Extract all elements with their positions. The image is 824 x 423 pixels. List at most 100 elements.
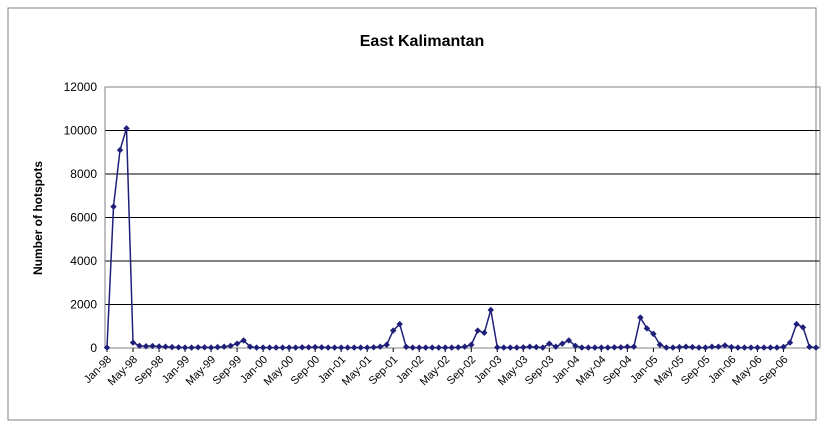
data-point bbox=[240, 337, 247, 344]
data-point bbox=[526, 343, 533, 350]
data-point bbox=[598, 344, 605, 351]
data-point bbox=[747, 344, 755, 351]
y-tick-label: 2000 bbox=[70, 298, 97, 312]
data-point bbox=[533, 343, 540, 351]
data-point bbox=[272, 344, 280, 351]
data-point bbox=[689, 343, 696, 351]
data-point bbox=[520, 344, 527, 351]
data-point bbox=[331, 344, 338, 351]
data-point bbox=[487, 306, 494, 314]
data-point bbox=[390, 327, 397, 334]
data-point bbox=[123, 125, 130, 132]
data-point bbox=[741, 344, 748, 351]
data-point bbox=[565, 337, 573, 344]
data-point bbox=[142, 343, 150, 350]
data-point bbox=[259, 344, 267, 351]
data-point bbox=[383, 341, 390, 348]
data-point bbox=[799, 324, 807, 331]
data-point bbox=[292, 344, 299, 351]
data-point bbox=[513, 344, 520, 351]
data-point bbox=[305, 344, 312, 351]
data-point bbox=[630, 343, 638, 350]
data-point bbox=[227, 342, 234, 350]
data-point bbox=[311, 343, 319, 351]
chart-area-border bbox=[7, 7, 817, 421]
data-point bbox=[207, 344, 215, 351]
data-point bbox=[721, 342, 729, 349]
y-tick-label: 4000 bbox=[70, 254, 97, 268]
data-point bbox=[773, 344, 781, 351]
y-axis: 0 2000 4000 6000 8000 10000 12000 bbox=[64, 80, 98, 355]
data-point bbox=[468, 341, 475, 348]
data-point bbox=[363, 344, 371, 351]
data-point bbox=[760, 344, 768, 351]
data-point bbox=[103, 344, 111, 351]
data-point bbox=[129, 339, 137, 346]
data-point bbox=[624, 343, 631, 350]
data-point bbox=[168, 343, 176, 351]
data-point bbox=[116, 146, 124, 154]
data-point bbox=[461, 343, 468, 350]
data-point bbox=[175, 344, 182, 351]
data-point bbox=[188, 344, 195, 351]
data-point bbox=[643, 325, 651, 332]
data-point bbox=[552, 343, 560, 350]
data-point bbox=[650, 330, 657, 338]
data-point bbox=[110, 203, 117, 210]
data-point bbox=[728, 343, 735, 351]
data-point bbox=[507, 344, 514, 351]
data-point bbox=[194, 344, 202, 351]
data-point bbox=[214, 343, 221, 351]
data-point bbox=[376, 343, 384, 350]
data-point bbox=[396, 320, 403, 328]
data-point bbox=[201, 344, 208, 351]
data-point bbox=[611, 344, 618, 351]
data-point bbox=[786, 339, 794, 346]
data-point bbox=[812, 344, 820, 351]
data-point bbox=[279, 344, 286, 351]
data-points bbox=[103, 125, 820, 351]
data-point bbox=[676, 343, 683, 351]
data-point bbox=[266, 344, 273, 351]
data-point bbox=[578, 344, 586, 351]
data-point bbox=[617, 344, 625, 351]
data-point bbox=[559, 340, 566, 347]
data-point bbox=[474, 327, 481, 334]
data-point bbox=[539, 344, 547, 351]
data-point bbox=[162, 343, 169, 350]
data-point bbox=[416, 344, 423, 351]
data-point bbox=[422, 344, 429, 351]
data-point bbox=[442, 344, 449, 351]
data-point bbox=[702, 344, 709, 351]
data-point bbox=[350, 344, 358, 351]
data-point bbox=[136, 342, 143, 350]
data-point bbox=[403, 343, 410, 351]
data-point bbox=[370, 344, 377, 351]
data-point bbox=[233, 340, 241, 347]
data-point bbox=[585, 344, 592, 351]
data-point bbox=[500, 344, 507, 351]
data-point bbox=[663, 344, 670, 351]
data-point bbox=[324, 344, 332, 351]
y-tick-label: 10000 bbox=[64, 124, 98, 138]
data-point bbox=[481, 329, 488, 336]
data-point bbox=[604, 344, 612, 351]
data-point bbox=[695, 344, 703, 351]
data-point bbox=[448, 344, 455, 351]
data-point bbox=[253, 344, 260, 351]
data-point bbox=[357, 344, 364, 351]
data-point bbox=[285, 344, 293, 351]
y-axis-label: Number of hotspots bbox=[31, 161, 45, 275]
data-point bbox=[318, 344, 325, 351]
data-point bbox=[806, 343, 813, 351]
data-point bbox=[734, 344, 742, 351]
data-point bbox=[708, 343, 716, 350]
data-point bbox=[435, 344, 442, 351]
data-point bbox=[181, 344, 189, 351]
data-point bbox=[429, 344, 436, 351]
chart-title: East Kalimantan bbox=[360, 33, 484, 50]
y-tick-label: 8000 bbox=[70, 167, 97, 181]
data-point bbox=[669, 344, 677, 351]
data-point bbox=[682, 343, 690, 350]
